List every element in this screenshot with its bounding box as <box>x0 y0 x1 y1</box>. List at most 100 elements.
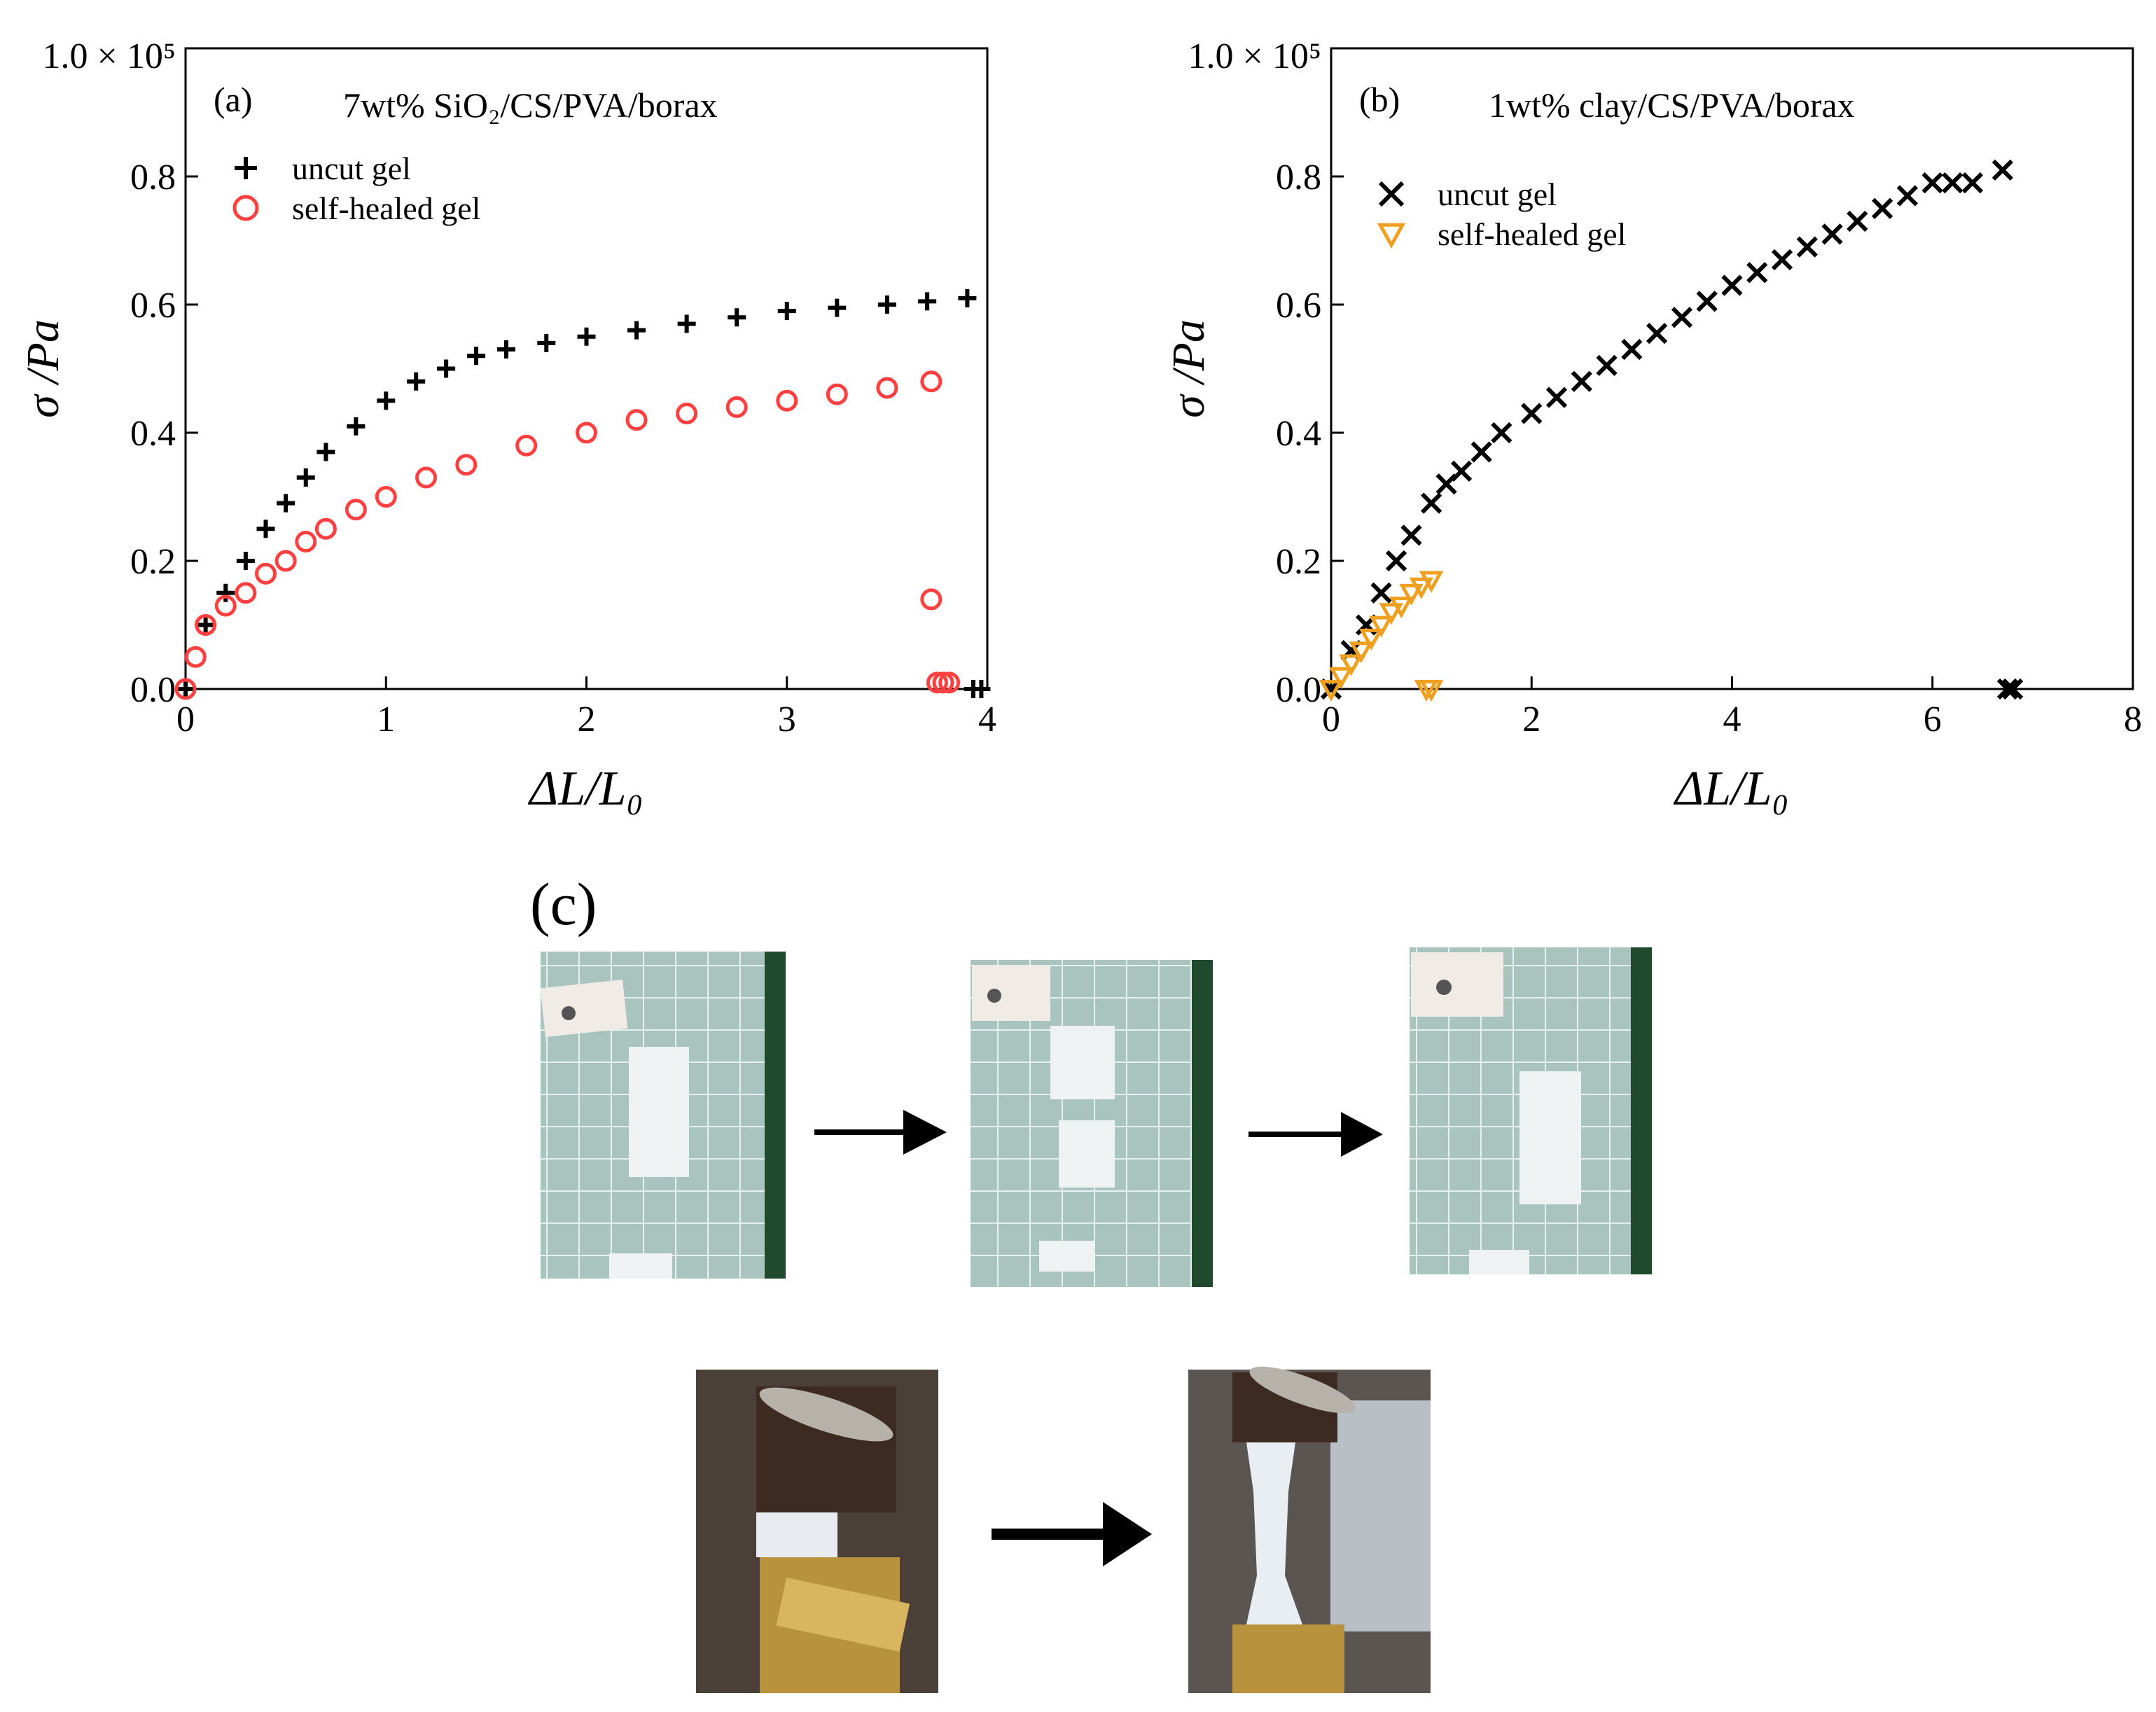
marker <box>1419 680 1444 702</box>
marker <box>1359 628 1384 650</box>
marker <box>1421 492 1442 514</box>
marker <box>176 680 195 698</box>
y-tick-label: 0.2 <box>1276 542 1321 582</box>
x-tick-label: 4 <box>1723 700 1741 739</box>
marker <box>455 454 478 476</box>
marker <box>1377 223 1406 249</box>
photo <box>1188 1366 1431 1693</box>
marker <box>236 552 255 570</box>
marker <box>467 347 486 366</box>
marker <box>196 615 215 634</box>
marker <box>174 678 197 700</box>
marker <box>296 468 315 487</box>
x-tick-label: 2 <box>1522 700 1541 739</box>
plot-frame <box>1330 47 2134 690</box>
marker <box>295 531 317 553</box>
marker <box>1545 387 1568 408</box>
marker <box>1399 583 1424 606</box>
marker <box>1921 172 1943 194</box>
panel-label: (b) <box>1359 80 1400 119</box>
marker <box>2002 678 2024 700</box>
marker <box>777 302 796 321</box>
marker <box>1696 291 1718 312</box>
y-axis-label: σ /Pa <box>1163 319 1214 418</box>
marker <box>347 417 366 436</box>
chart-title: 7wt% SiO₂/CS/PVA/borax <box>343 85 718 125</box>
marker <box>1379 603 1404 625</box>
marker <box>1621 338 1643 361</box>
marker <box>235 157 257 179</box>
marker <box>1385 550 1407 572</box>
marker <box>1596 354 1618 377</box>
panel-label: (c) <box>530 870 597 938</box>
marker <box>1389 597 1414 619</box>
marker <box>1450 460 1473 482</box>
y-tick-label: 0.6 <box>1276 286 1321 326</box>
marker <box>1571 370 1592 392</box>
y-tick-label: 0.0 <box>1276 670 1321 710</box>
marker <box>232 195 259 221</box>
marker <box>676 403 698 425</box>
marker <box>725 396 748 418</box>
marker <box>972 680 991 698</box>
x-axis-label: ΔL/L₀ <box>1673 762 1789 816</box>
y-tick-label: 0.4 <box>1276 414 1321 454</box>
marker <box>677 314 696 333</box>
marker <box>1996 678 2019 700</box>
marker <box>1961 172 1984 194</box>
marker <box>1721 274 1743 296</box>
marker <box>1370 582 1392 604</box>
marker <box>1329 667 1354 689</box>
y-tick-label: 0.8 <box>130 158 176 197</box>
marker <box>728 308 746 327</box>
marker <box>274 550 297 572</box>
arrow <box>992 1502 1152 1566</box>
marker <box>375 486 397 508</box>
marker <box>1671 307 1693 328</box>
marker <box>255 562 277 585</box>
marker <box>1942 172 1963 194</box>
y-tick-label: 0.6 <box>130 286 176 326</box>
marker <box>577 327 596 346</box>
marker <box>256 520 275 538</box>
marker <box>345 499 367 521</box>
marker <box>877 295 896 314</box>
photo <box>696 1370 938 1693</box>
photo <box>540 952 786 1279</box>
x-tick-label: 0 <box>1322 700 1340 739</box>
chart: 0.0 0.2 0.4 0.6 0.8 1.0 × 10⁵ 0 1 2 3 4 ΔL/L₀ σ /Pa (… <box>18 36 996 816</box>
x-tick-label: 0 <box>176 700 195 739</box>
marker <box>277 494 295 513</box>
marker <box>184 646 207 668</box>
marker <box>1646 323 1668 345</box>
marker <box>1896 185 1919 207</box>
marker <box>1319 680 1344 702</box>
marker <box>828 298 847 317</box>
x-tick-label: 3 <box>778 700 796 739</box>
plot-frame <box>184 47 989 690</box>
x-tick-label: 6 <box>1924 700 1942 739</box>
marker <box>1821 223 1843 245</box>
marker <box>1872 197 1893 219</box>
marker <box>918 292 937 311</box>
chart-title: 1wt% clay/CS/PVA/borax <box>1489 85 1855 125</box>
marker <box>1409 577 1434 599</box>
x-tick-label: 8 <box>2124 700 2142 739</box>
marker <box>1349 641 1374 664</box>
y-tick-label: 1.0 × 10⁵ <box>1188 36 1321 76</box>
marker <box>1796 236 1818 258</box>
marker <box>537 333 556 352</box>
y-axis-label: σ /Pa <box>18 319 69 418</box>
marker <box>497 340 515 359</box>
panel-label: (a) <box>214 80 253 119</box>
marker <box>216 583 235 602</box>
marker <box>932 671 954 694</box>
marker <box>920 588 943 611</box>
marker <box>1771 249 1793 271</box>
marker <box>826 383 848 405</box>
marker <box>1419 571 1444 593</box>
x-tick-label: 1 <box>377 700 395 739</box>
marker <box>926 671 948 694</box>
marker <box>776 389 798 412</box>
